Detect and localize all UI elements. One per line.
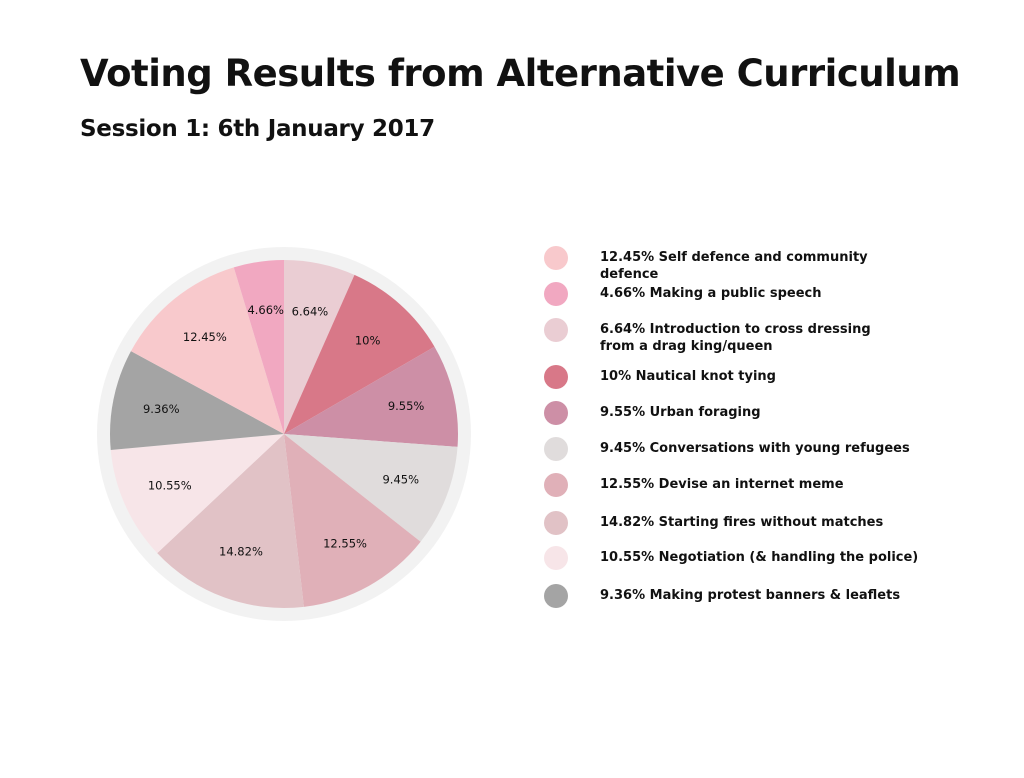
chart-subtitle: Session 1: 6th January 2017	[80, 116, 435, 142]
legend-swatch	[544, 473, 568, 497]
legend-label: 9.36% Making protest banners & leaflets	[600, 588, 901, 603]
pie-slice-label: 10.55%	[148, 478, 192, 492]
pie-slice-label: 9.36%	[143, 402, 180, 416]
pie-slice	[284, 434, 458, 542]
pie-slice-label: 10%	[355, 334, 381, 348]
legend-swatch	[544, 318, 568, 342]
legend-item: 4.66% Making a public speech	[544, 282, 924, 306]
legend-swatch	[544, 246, 568, 270]
pie-slice-label: 12.45%	[183, 330, 227, 344]
pie-slice	[130, 267, 284, 434]
legend-swatch	[544, 437, 568, 461]
legend-swatch	[544, 584, 568, 608]
legend-item: 12.45% Self defence and community defenc…	[544, 246, 924, 283]
legend-label: 4.66% Making a public speech	[600, 286, 822, 301]
legend-swatch	[544, 282, 568, 306]
legend-item: 6.64% Introduction to cross dressing fro…	[544, 318, 924, 355]
pie-slice	[284, 434, 421, 607]
legend-label: 9.45% Conversations with young refugees	[600, 441, 910, 456]
legend-item: 9.45% Conversations with young refugees	[544, 437, 924, 461]
legend-swatch	[544, 365, 568, 389]
legend-item: 10.55% Negotiation (& handling the polic…	[544, 546, 924, 570]
pie-slice	[110, 434, 284, 554]
legend-swatch	[544, 511, 568, 535]
legend-item: 12.55% Devise an internet meme	[544, 473, 924, 497]
pie-slice	[284, 260, 355, 434]
legend-item: 9.36% Making protest banners & leaflets	[544, 584, 924, 608]
legend-swatch	[544, 546, 568, 570]
legend-label: 9.55% Urban foraging	[600, 405, 761, 420]
legend-label: 6.64% Introduction to cross dressing fro…	[600, 322, 871, 354]
legend-item: 9.55% Urban foraging	[544, 401, 924, 425]
chart-title: Voting Results from Alternative Curricul…	[80, 52, 961, 95]
pie-slice-label: 6.64%	[292, 304, 329, 318]
legend-label: 14.82% Starting fires without matches	[600, 515, 884, 530]
pie-slice	[284, 274, 435, 434]
pie-slice	[157, 434, 304, 608]
pie-slice-label: 9.45%	[382, 472, 419, 486]
legend-item: 14.82% Starting fires without matches	[544, 511, 924, 535]
pie-slice	[233, 260, 284, 434]
legend-label: 12.45% Self defence and community defenc…	[600, 250, 868, 282]
legend-label: 12.55% Devise an internet meme	[600, 477, 844, 492]
legend-label: 10% Nautical knot tying	[600, 369, 776, 384]
legend-label: 10.55% Negotiation (& handling the polic…	[600, 550, 919, 565]
legend-swatch	[544, 401, 568, 425]
pie-slice-label: 9.55%	[388, 399, 425, 413]
pie-slice	[109, 351, 284, 450]
pie-slice-label: 12.55%	[323, 536, 367, 550]
pie-slice-label: 4.66%	[247, 303, 284, 317]
legend-item: 10% Nautical knot tying	[544, 365, 924, 389]
pie-slice-label: 14.82%	[219, 545, 263, 559]
pie-slice	[284, 346, 458, 447]
